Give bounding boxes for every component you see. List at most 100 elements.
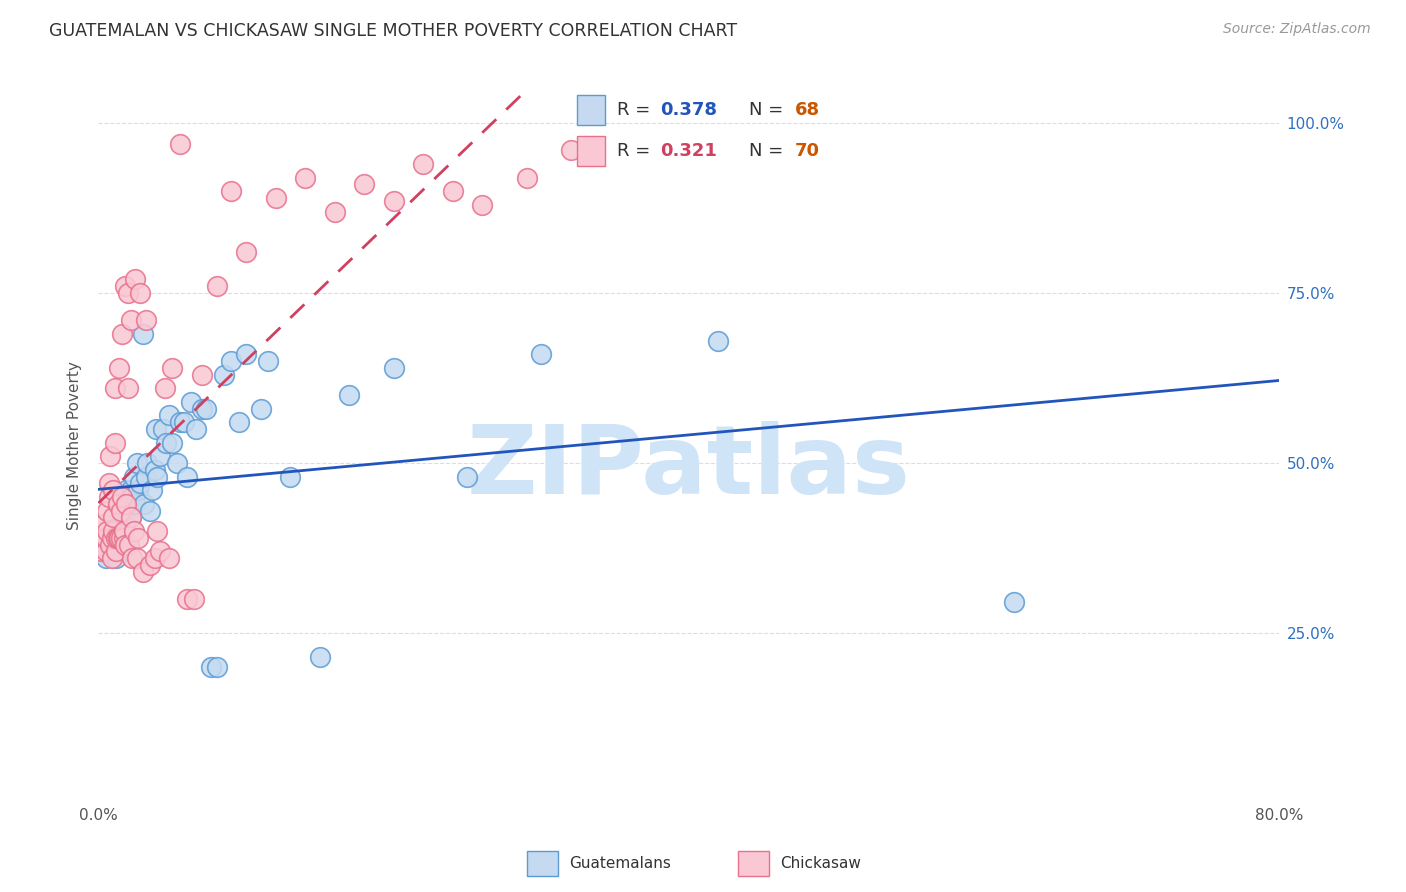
Point <box>141 483 163 498</box>
Point <box>166 456 188 470</box>
Point <box>139 558 162 572</box>
Point <box>162 435 183 450</box>
Point <box>309 649 332 664</box>
Point <box>117 537 139 551</box>
Point <box>94 544 117 558</box>
Point <box>264 191 287 205</box>
Point <box>104 435 127 450</box>
Point <box>127 483 149 498</box>
Point <box>157 409 180 423</box>
Point <box>114 537 136 551</box>
Point <box>122 469 145 483</box>
Point <box>152 422 174 436</box>
Point <box>195 401 218 416</box>
Point <box>120 510 142 524</box>
Point <box>110 531 132 545</box>
Point <box>112 531 135 545</box>
Point <box>98 449 121 463</box>
Point <box>134 497 156 511</box>
Point <box>169 136 191 151</box>
Point <box>149 544 172 558</box>
Point <box>205 660 228 674</box>
Point <box>280 469 302 483</box>
Point <box>107 497 129 511</box>
Y-axis label: Single Mother Poverty: Single Mother Poverty <box>67 361 83 531</box>
Point <box>221 184 243 198</box>
Point <box>184 422 207 436</box>
Point <box>110 537 132 551</box>
Point <box>97 476 120 491</box>
Point <box>128 476 150 491</box>
Point <box>121 551 143 566</box>
Point <box>191 401 214 416</box>
Point <box>104 381 127 395</box>
Point <box>110 531 132 545</box>
Point <box>114 503 136 517</box>
Point <box>530 347 553 361</box>
Point <box>114 279 136 293</box>
Point <box>100 551 122 566</box>
Point <box>128 286 150 301</box>
Point <box>353 178 375 192</box>
Point <box>212 368 235 382</box>
Point <box>143 463 166 477</box>
Point <box>94 551 117 566</box>
Point <box>146 524 169 538</box>
Point <box>110 503 132 517</box>
Point <box>91 531 114 545</box>
Point <box>155 435 177 450</box>
Point <box>96 524 118 538</box>
Point <box>97 490 120 504</box>
Point <box>560 144 582 158</box>
Point <box>145 422 167 436</box>
Point <box>94 544 117 558</box>
Point <box>103 524 125 538</box>
Point <box>111 490 134 504</box>
Point <box>107 531 129 545</box>
Point <box>139 503 162 517</box>
Point <box>169 415 191 429</box>
Point <box>412 157 434 171</box>
Point <box>125 551 148 566</box>
Point <box>516 170 538 185</box>
Point <box>118 537 141 551</box>
Point <box>382 360 405 375</box>
Point <box>110 510 132 524</box>
Point <box>117 497 139 511</box>
Point <box>125 456 148 470</box>
Point <box>112 524 135 538</box>
Point <box>103 524 125 538</box>
Point <box>149 449 172 463</box>
Point <box>110 524 132 538</box>
Point <box>250 401 273 416</box>
Point <box>200 660 222 674</box>
Point <box>90 544 112 558</box>
Point <box>121 490 143 504</box>
Point <box>120 483 142 498</box>
Point <box>122 524 145 538</box>
Point <box>124 497 146 511</box>
Point <box>96 503 118 517</box>
Point <box>143 551 166 566</box>
Point <box>107 531 129 545</box>
Point <box>441 184 464 198</box>
Point <box>135 313 157 327</box>
Point <box>93 517 115 532</box>
Point <box>707 334 730 348</box>
Point <box>457 469 479 483</box>
Point <box>94 531 117 545</box>
Point <box>100 531 122 545</box>
Point <box>221 354 243 368</box>
Point <box>162 360 183 375</box>
Point <box>157 551 180 566</box>
Point <box>382 194 405 209</box>
Point <box>105 544 128 558</box>
Point <box>173 415 195 429</box>
Point <box>228 415 250 429</box>
Point <box>111 490 134 504</box>
Point <box>191 368 214 382</box>
Point <box>176 591 198 606</box>
Point <box>135 469 157 483</box>
FancyBboxPatch shape <box>738 851 769 876</box>
Point <box>323 204 346 219</box>
